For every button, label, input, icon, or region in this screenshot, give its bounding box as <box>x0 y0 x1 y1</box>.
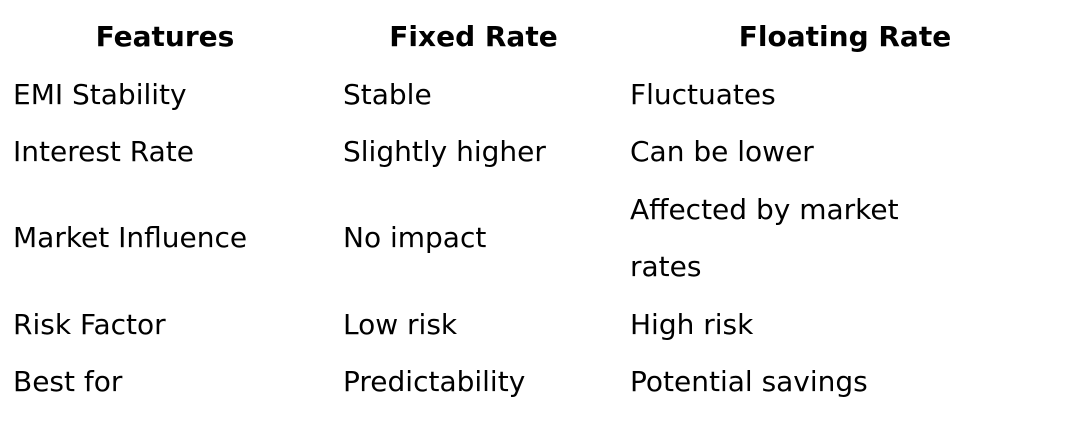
cell-fixed-value: Low risk <box>343 307 458 341</box>
cell-floating-value: Fluctuates <box>630 77 776 111</box>
cell-fixed-value: Slightly higher <box>343 135 546 168</box>
cell-fixed-value: Stable <box>343 77 432 111</box>
cell-feature: Interest Rate <box>13 135 195 168</box>
cell-feature: Market Influence <box>13 221 248 255</box>
cell-floating-value: High risk <box>630 307 754 341</box>
header-fixed-rate: Fixed Rate <box>389 20 558 53</box>
table-row: Best for Predictability Potential saving… <box>0 353 1073 411</box>
header-features: Features <box>95 20 235 53</box>
table-row: Market Influence No impact Affected by m… <box>0 181 1073 296</box>
cell-feature: Best for <box>13 365 123 398</box>
cell-feature: EMI Stability <box>13 77 187 111</box>
cell-floating-value: Can be lower <box>630 135 814 168</box>
cell-fixed-value: No impact <box>343 221 487 255</box>
comparison-table: Features Fixed Rate Floating Rate EMI St… <box>0 8 1073 411</box>
cell-floating-value: Affected by market rates <box>630 192 899 284</box>
table-row: EMI Stability Stable Fluctuates <box>0 66 1073 124</box>
table-row: Risk Factor Low risk High risk <box>0 296 1073 354</box>
cell-fixed-value: Predictability <box>343 365 526 398</box>
cell-floating-value: Potential savings <box>630 365 868 398</box>
table-header-row: Features Fixed Rate Floating Rate <box>0 8 1073 66</box>
cell-feature: Risk Factor <box>13 307 166 341</box>
header-floating-rate: Floating Rate <box>738 20 952 53</box>
table-row: Interest Rate Slightly higher Can be low… <box>0 123 1073 181</box>
